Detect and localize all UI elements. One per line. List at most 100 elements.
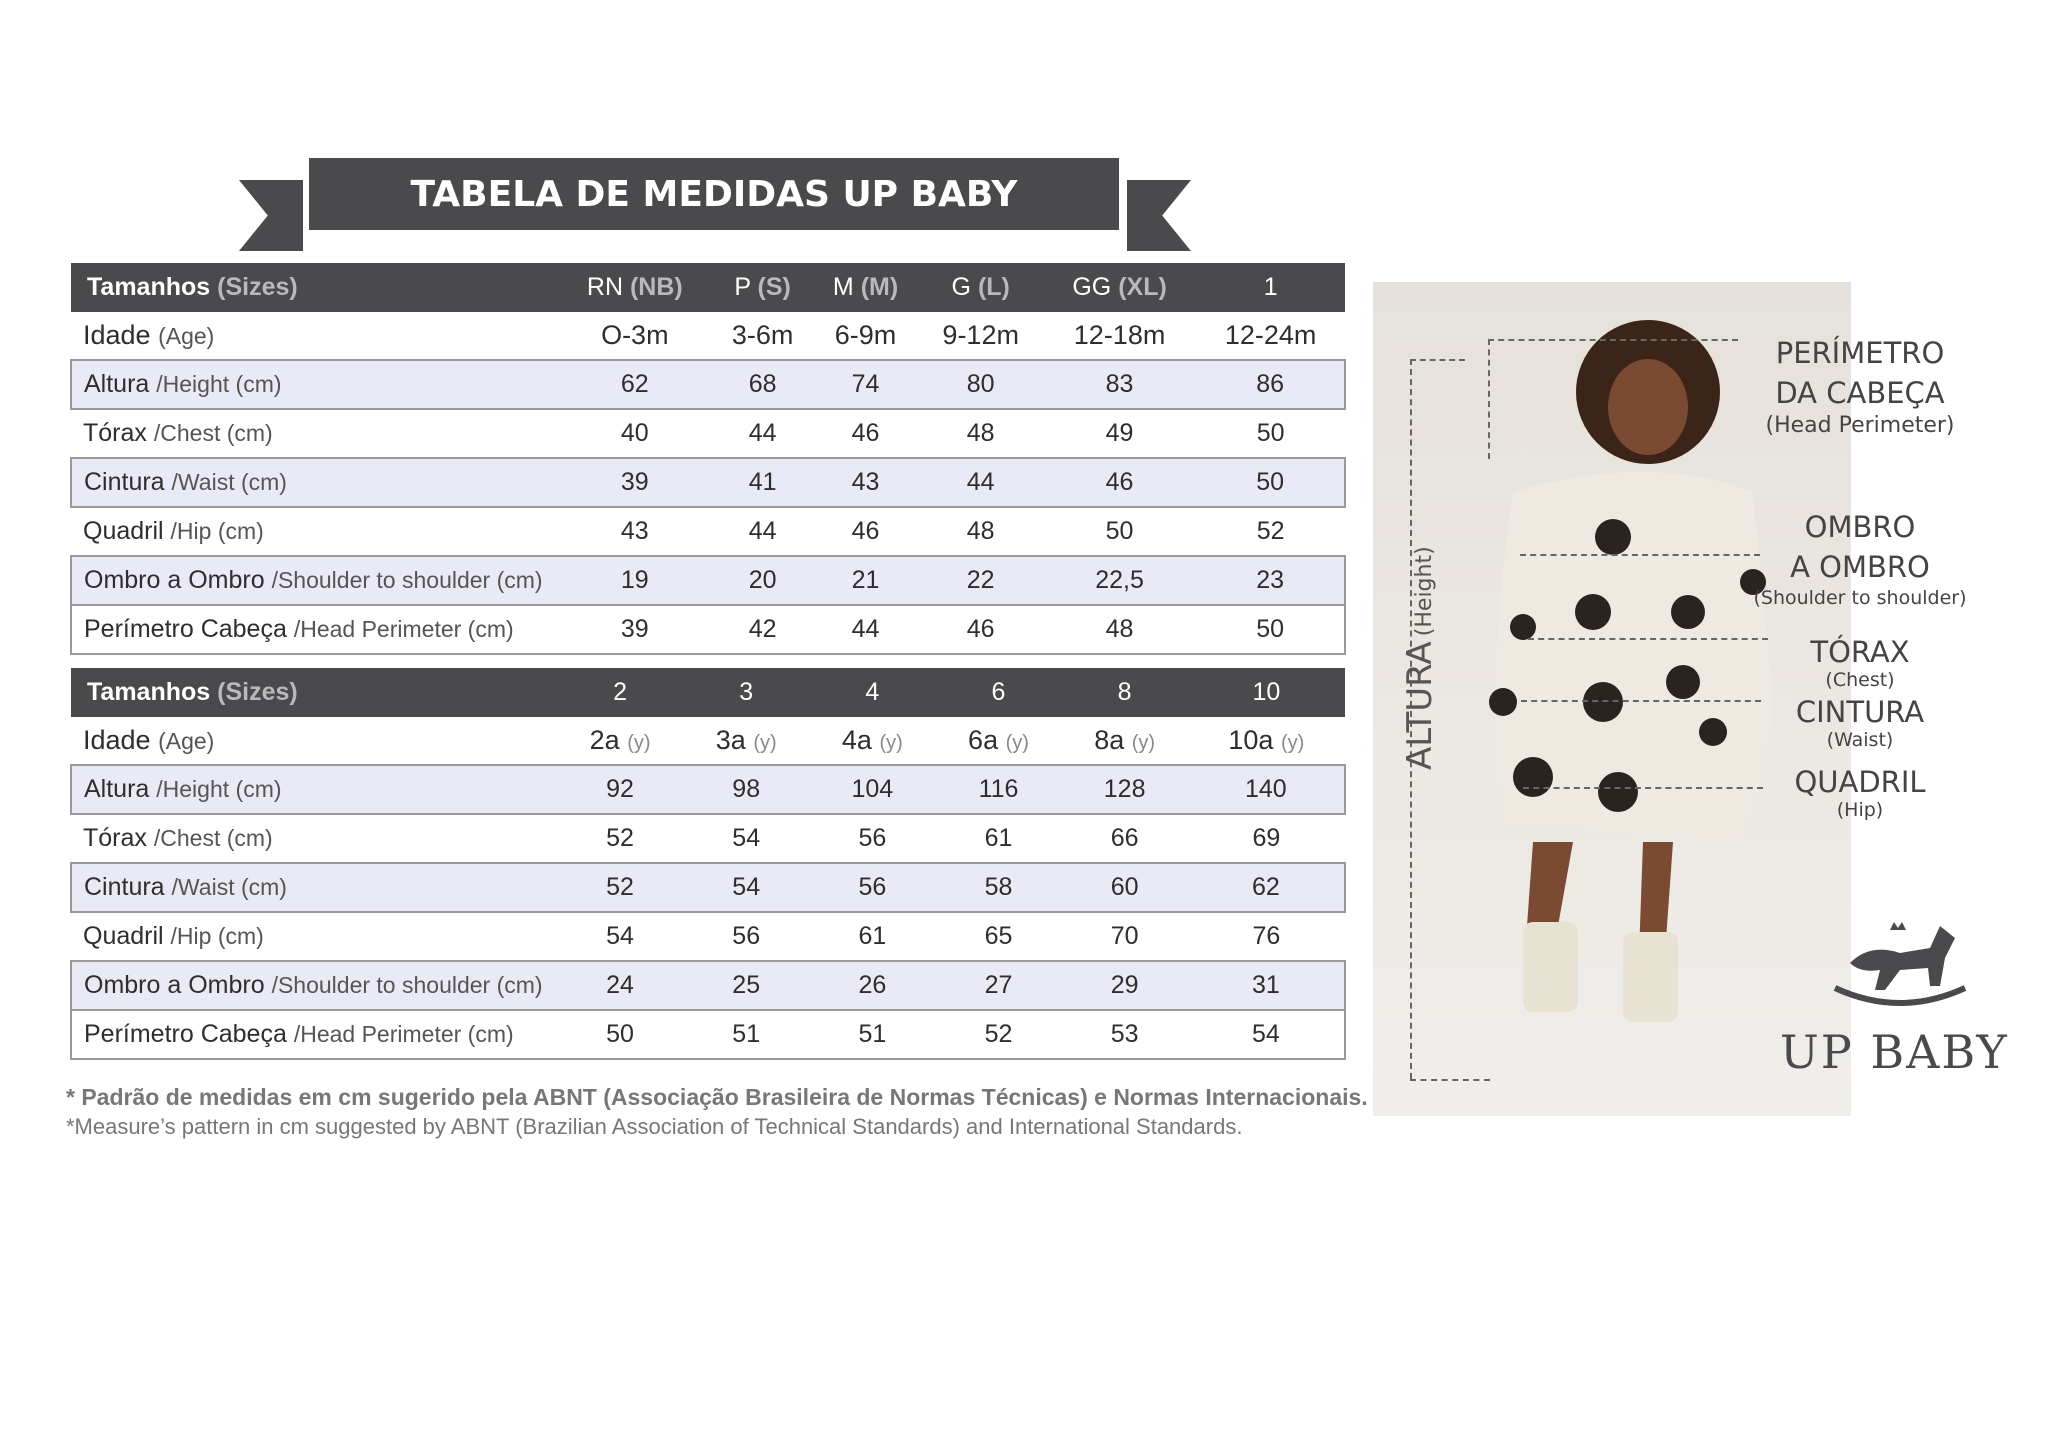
- table-cell: 19: [557, 555, 713, 606]
- table-cell: 50: [1196, 409, 1345, 458]
- table-cell: 44: [713, 409, 813, 458]
- table-cell: 76: [1188, 912, 1345, 961]
- cell-value: 24: [606, 971, 634, 999]
- table-cell: 50: [1043, 507, 1196, 556]
- cell-value: 62: [620, 370, 649, 398]
- row-label-pt: Ombro a Ombro: [84, 566, 265, 594]
- cell-value: 54: [606, 922, 634, 950]
- table-cell: 58: [935, 862, 1062, 913]
- table-cell: 56: [809, 862, 936, 913]
- cell-unit: (y): [753, 732, 777, 754]
- row-label-en: /Hip (cm): [170, 923, 264, 949]
- size-header: G (L): [918, 263, 1043, 312]
- table-cell: 6-9m: [813, 312, 919, 360]
- cell-value: 92: [606, 775, 634, 803]
- table-cell: 6a (y): [935, 717, 1061, 765]
- table-cell: 52: [1196, 507, 1345, 556]
- table-cell: 50: [1196, 605, 1346, 655]
- footnote-pt: * Padrão de medidas em cm sugerido pela …: [66, 1084, 1368, 1110]
- size-header: P (S): [712, 263, 813, 312]
- table-cell: 43: [557, 507, 713, 556]
- cell-value: 44: [748, 419, 777, 447]
- row-label: Ombro a Ombro /Shoulder to shoulder (cm): [70, 960, 557, 1011]
- row-label-en: /Shoulder to shoulder (cm): [271, 567, 543, 593]
- header-label: Tamanhos (Sizes): [71, 263, 557, 312]
- table-cell: 54: [557, 912, 683, 961]
- size-header: 1: [1196, 263, 1345, 312]
- table-cell: 50: [557, 1010, 684, 1060]
- waist-label: CINTURA (Waist): [1795, 695, 1925, 751]
- row-label: Idade (Age): [71, 717, 557, 765]
- cell-value: 53: [1110, 1020, 1139, 1048]
- shoulder-label: OMBRO A OMBRO (Shoulder to shoulder): [1753, 510, 1967, 609]
- cell-value: 61: [858, 922, 887, 950]
- table-cell: 25: [683, 960, 810, 1011]
- cell-value: 116: [978, 775, 1019, 803]
- cell-value: 50: [1256, 615, 1285, 643]
- table-cell: 70: [1062, 912, 1188, 961]
- table-row: Quadril /Hip (cm) 54 56 61 65 70 76: [71, 912, 1345, 961]
- cell-value: 62: [1251, 873, 1280, 901]
- table-cell: 83: [1042, 359, 1197, 410]
- size-code: P: [734, 273, 751, 301]
- cell-value: 9-12m: [942, 320, 1019, 350]
- row-label-pt: Cintura: [84, 468, 165, 496]
- header-label-pt: Tamanhos: [87, 678, 211, 706]
- cell-value: 51: [858, 1020, 887, 1048]
- row-label: Cintura /Waist (cm): [70, 457, 557, 508]
- table-cell: 54: [1187, 1010, 1347, 1060]
- table-cell: 52: [935, 1010, 1062, 1060]
- cell-value: 22: [966, 566, 995, 594]
- size-code-en: (XL): [1118, 273, 1167, 301]
- cell-value: 50: [1256, 468, 1285, 496]
- cell-value: 52: [606, 824, 634, 852]
- cell-value: 83: [1105, 370, 1134, 398]
- cell-value: 19: [620, 566, 649, 594]
- table-row: Tórax /Chest (cm) 52 54 56 61 66 69: [71, 814, 1345, 863]
- cell-value: 39: [620, 615, 649, 643]
- cell-value: 56: [732, 922, 761, 950]
- cell-value: 46: [851, 517, 880, 545]
- table-header-row: Tamanhos (Sizes) RN (NB) P (S) M (M) G (L) GG…: [71, 263, 1345, 312]
- page-title: TABELA DE MEDIDAS UP BABY: [309, 158, 1119, 230]
- cell-value: 39: [620, 468, 649, 496]
- row-label-pt: Altura: [84, 775, 150, 803]
- table-cell: 140: [1187, 764, 1347, 815]
- cell-value: 51: [732, 1020, 761, 1048]
- cell-value: 49: [1105, 419, 1134, 447]
- table-cell: 116: [935, 764, 1062, 815]
- table-cell: 51: [809, 1010, 936, 1060]
- cell-value: 70: [1110, 922, 1139, 950]
- row-label-en: /Hip (cm): [170, 518, 264, 544]
- table-cell: 80: [918, 359, 1043, 410]
- table-cell: 74: [812, 359, 919, 410]
- size-header: M (M): [812, 263, 919, 312]
- table-cell: 66: [1062, 814, 1188, 863]
- cell-value: 76: [1252, 922, 1281, 950]
- cell-value: 61: [984, 824, 1013, 852]
- table-cell: 50: [1196, 457, 1346, 508]
- table-cell: 46: [813, 409, 919, 458]
- size-header: 2: [557, 668, 684, 717]
- chest-label: TÓRAX (Chest): [1810, 635, 1910, 691]
- table-cell: 31: [1187, 960, 1347, 1011]
- cell-value: 46: [851, 419, 880, 447]
- table-cell: 12-24m: [1196, 312, 1345, 360]
- table-cell: 8a (y): [1062, 717, 1188, 765]
- row-label: Altura /Height (cm): [70, 359, 557, 410]
- cell-value: 4a: [841, 725, 872, 755]
- cell-value: 43: [620, 517, 649, 545]
- cell-value: 40: [620, 419, 649, 447]
- cell-value: 41: [748, 468, 777, 496]
- table-cell: 27: [935, 960, 1062, 1011]
- cell-value: 54: [732, 873, 761, 901]
- row-label: Tórax /Chest (cm): [71, 409, 557, 458]
- row-label: Cintura /Waist (cm): [70, 862, 557, 913]
- header-label-en: (Sizes): [217, 678, 298, 706]
- table-cell: 21: [812, 555, 919, 606]
- cell-value: 27: [984, 971, 1013, 999]
- size-code: 1: [1263, 273, 1278, 301]
- table-cell: 9-12m: [919, 312, 1043, 360]
- table-cell: 61: [935, 814, 1061, 863]
- table-cell: 48: [919, 409, 1043, 458]
